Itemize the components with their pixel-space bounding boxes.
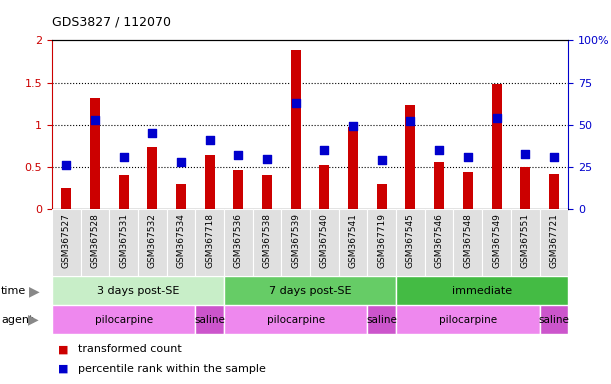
Text: 3 days post-SE: 3 days post-SE bbox=[97, 286, 179, 296]
Bar bbox=[205, 155, 214, 209]
Point bbox=[262, 156, 272, 162]
Bar bbox=[549, 174, 559, 209]
Text: GSM367718: GSM367718 bbox=[205, 213, 214, 268]
Text: pilocarpine: pilocarpine bbox=[266, 314, 325, 325]
Bar bbox=[196, 305, 224, 334]
Bar bbox=[147, 147, 158, 209]
Bar bbox=[511, 209, 540, 276]
Text: GSM367540: GSM367540 bbox=[320, 213, 329, 268]
Point bbox=[348, 123, 358, 129]
Bar bbox=[224, 276, 396, 305]
Text: ■: ■ bbox=[58, 344, 68, 354]
Bar bbox=[338, 209, 367, 276]
Text: saline: saline bbox=[367, 314, 397, 325]
Text: GSM367551: GSM367551 bbox=[521, 213, 530, 268]
Bar bbox=[396, 305, 540, 334]
Point bbox=[377, 157, 387, 163]
Bar bbox=[90, 98, 100, 209]
Point bbox=[291, 100, 301, 106]
Point bbox=[119, 154, 128, 160]
Text: GSM367546: GSM367546 bbox=[434, 213, 444, 268]
Text: GSM367545: GSM367545 bbox=[406, 213, 415, 268]
Bar bbox=[367, 209, 396, 276]
Text: GSM367541: GSM367541 bbox=[349, 213, 357, 268]
Bar bbox=[310, 209, 338, 276]
Bar bbox=[224, 209, 253, 276]
Bar bbox=[367, 305, 396, 334]
Bar bbox=[348, 127, 358, 209]
Bar bbox=[224, 305, 367, 334]
Text: agent: agent bbox=[1, 314, 34, 325]
Text: GSM367549: GSM367549 bbox=[492, 213, 501, 268]
Point bbox=[176, 159, 186, 165]
Bar bbox=[320, 166, 329, 209]
Text: GSM367719: GSM367719 bbox=[377, 213, 386, 268]
Bar bbox=[425, 209, 453, 276]
Text: pilocarpine: pilocarpine bbox=[439, 314, 497, 325]
Point bbox=[61, 162, 71, 169]
Bar bbox=[176, 184, 186, 209]
Text: GSM367721: GSM367721 bbox=[549, 213, 558, 268]
Text: pilocarpine: pilocarpine bbox=[95, 314, 153, 325]
Text: saline: saline bbox=[538, 314, 569, 325]
Text: ▶: ▶ bbox=[27, 313, 38, 327]
Text: time: time bbox=[1, 286, 26, 296]
Bar bbox=[52, 209, 81, 276]
Bar bbox=[434, 162, 444, 209]
Bar bbox=[406, 104, 415, 209]
Text: GSM367528: GSM367528 bbox=[90, 213, 100, 268]
Text: GSM367527: GSM367527 bbox=[62, 213, 71, 268]
Bar bbox=[81, 209, 109, 276]
Bar bbox=[520, 167, 530, 209]
Bar bbox=[291, 50, 301, 209]
Text: GSM367536: GSM367536 bbox=[234, 213, 243, 268]
Text: GSM367539: GSM367539 bbox=[291, 213, 300, 268]
Text: GSM367538: GSM367538 bbox=[263, 213, 271, 268]
Point bbox=[434, 147, 444, 153]
Bar bbox=[396, 276, 568, 305]
Bar bbox=[463, 172, 473, 209]
Bar bbox=[196, 209, 224, 276]
Bar bbox=[233, 170, 243, 209]
Text: transformed count: transformed count bbox=[78, 344, 181, 354]
Bar bbox=[138, 209, 167, 276]
Bar bbox=[109, 209, 138, 276]
Text: GSM367534: GSM367534 bbox=[177, 213, 186, 268]
Bar bbox=[453, 209, 482, 276]
Bar bbox=[540, 305, 568, 334]
Bar bbox=[119, 175, 129, 209]
Bar bbox=[396, 209, 425, 276]
Point bbox=[406, 118, 415, 124]
Text: saline: saline bbox=[194, 314, 225, 325]
Bar bbox=[52, 276, 224, 305]
Text: GSM367532: GSM367532 bbox=[148, 213, 157, 268]
Bar bbox=[377, 184, 387, 209]
Point bbox=[463, 154, 473, 160]
Point bbox=[233, 152, 243, 158]
Text: ■: ■ bbox=[58, 364, 68, 374]
Bar bbox=[540, 209, 568, 276]
Text: ▶: ▶ bbox=[29, 284, 40, 298]
Bar bbox=[61, 188, 71, 209]
Point bbox=[549, 154, 559, 160]
Text: GSM367531: GSM367531 bbox=[119, 213, 128, 268]
Point bbox=[90, 117, 100, 123]
Bar bbox=[167, 209, 196, 276]
Text: 7 days post-SE: 7 days post-SE bbox=[269, 286, 351, 296]
Bar bbox=[491, 84, 502, 209]
Point bbox=[205, 137, 214, 143]
Bar bbox=[52, 305, 196, 334]
Point bbox=[320, 147, 329, 153]
Bar bbox=[282, 209, 310, 276]
Bar bbox=[253, 209, 282, 276]
Text: immediate: immediate bbox=[452, 286, 512, 296]
Point bbox=[521, 151, 530, 157]
Text: percentile rank within the sample: percentile rank within the sample bbox=[78, 364, 265, 374]
Bar bbox=[262, 175, 272, 209]
Bar bbox=[482, 209, 511, 276]
Point bbox=[147, 130, 157, 136]
Text: GDS3827 / 112070: GDS3827 / 112070 bbox=[52, 16, 171, 29]
Text: GSM367548: GSM367548 bbox=[463, 213, 472, 268]
Point bbox=[492, 115, 502, 121]
